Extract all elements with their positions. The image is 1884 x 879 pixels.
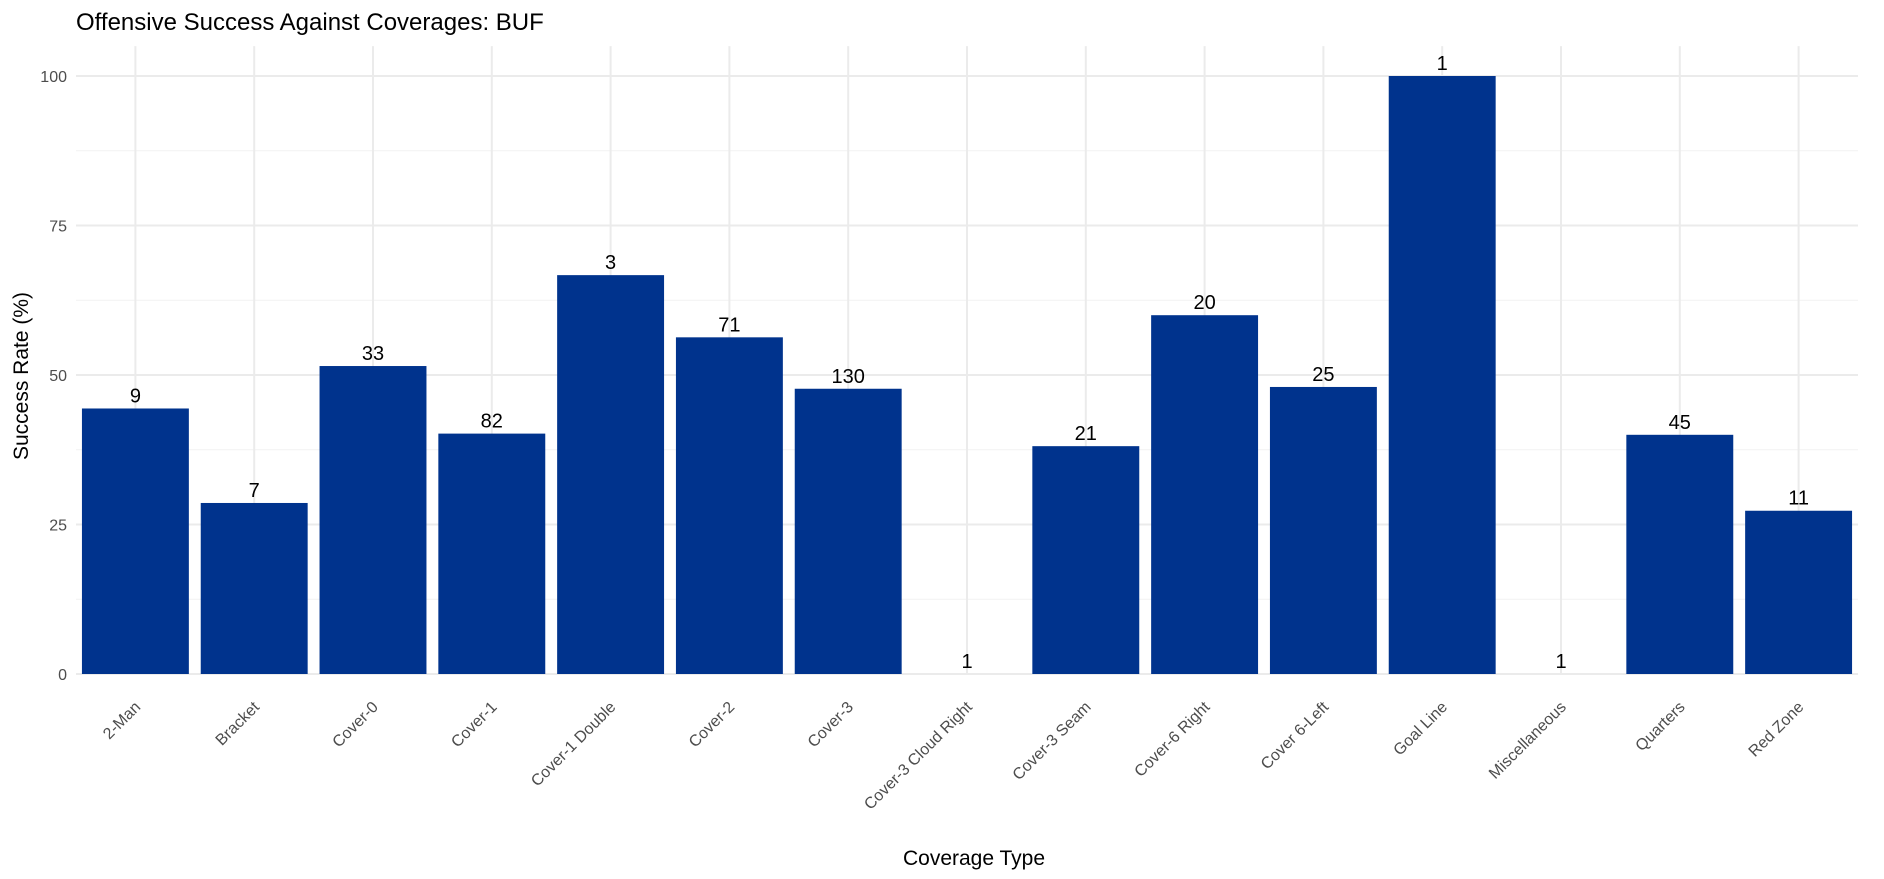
bar-count-label: 25 <box>1312 364 1334 386</box>
y-tick-label: 75 <box>49 219 67 236</box>
x-tick-label: Red Zone <box>1746 699 1808 761</box>
y-tick-label: 50 <box>49 368 67 385</box>
bar-bracket <box>200 502 308 674</box>
x-tick-label: Miscellaneous <box>1486 699 1570 783</box>
bar-cover-2 <box>675 337 783 674</box>
x-tick-label: Cover-1 Double <box>528 699 619 790</box>
bar-red-zone <box>1745 510 1853 674</box>
y-tick-label: 0 <box>58 667 67 684</box>
y-tick-label: 100 <box>40 69 67 86</box>
x-tick-label: 2-Man <box>100 699 144 743</box>
bars <box>81 76 1853 674</box>
y-axis-ticks: 0 25 50 75 100 <box>40 69 67 684</box>
bar-count-label: 9 <box>130 385 141 407</box>
bar-count-label: 7 <box>249 480 260 502</box>
bar-cover-1-double <box>557 275 665 674</box>
bar-count-label: 1 <box>961 651 972 673</box>
x-tick-label: Cover-3 Seam <box>1010 699 1095 784</box>
bar-cover-6-left <box>1269 386 1377 674</box>
x-tick-label: Cover-6 Right <box>1132 698 1214 780</box>
x-tick-label: Cover-3 Cloud Right <box>861 698 976 813</box>
bar-quarters <box>1626 434 1734 674</box>
bar-count-label: 21 <box>1075 423 1097 445</box>
bar-goal-line <box>1388 76 1496 674</box>
bar-cover-1 <box>438 433 546 674</box>
bar-count-label: 1 <box>1437 53 1448 75</box>
bar-count-label: 82 <box>481 411 503 433</box>
bar-count-label: 3 <box>605 252 616 274</box>
x-axis-ticks: 2-Man Bracket Cover-0 Cover-1 Cover-1 Double… <box>100 698 1807 813</box>
bar-count-label: 45 <box>1669 412 1691 434</box>
chart-title: Offensive Success Against Coverages: BUF <box>76 9 544 36</box>
x-tick-label: Cover-0 <box>330 699 382 751</box>
x-tick-label: Cover-2 <box>686 699 738 751</box>
x-tick-label: Goal Line <box>1391 699 1452 760</box>
x-tick-label: Bracket <box>213 698 264 749</box>
x-tick-label: Cover-1 <box>448 699 500 751</box>
bar-count-label: 1 <box>1555 651 1566 673</box>
bar-count-label: 71 <box>718 314 740 336</box>
bar-2-man <box>81 408 189 674</box>
x-tick-label: Cover 6-Left <box>1258 698 1333 773</box>
y-axis-title: Success Rate (%) <box>10 292 33 460</box>
x-axis-title: Coverage Type <box>903 847 1045 870</box>
bar-cover-6-right <box>1151 315 1259 674</box>
bar-cover-0 <box>319 366 427 674</box>
bar-cover-3 <box>794 388 902 674</box>
x-tick-label: Cover-3 <box>805 699 857 751</box>
y-tick-label: 25 <box>49 518 67 535</box>
x-tick-label: Quarters <box>1633 699 1689 755</box>
bar-count-label: 130 <box>832 366 865 388</box>
bar-cover-3-seam <box>1032 446 1140 674</box>
bar-count-label: 11 <box>1788 488 1809 510</box>
bar-count-label: 20 <box>1193 292 1215 314</box>
bar-count-label: 33 <box>362 343 384 365</box>
